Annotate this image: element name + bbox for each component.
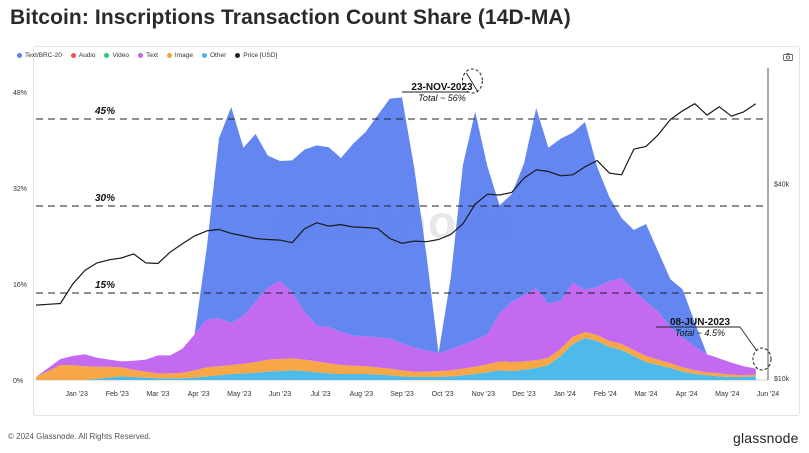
x-tick-label: Dec '23 <box>512 391 536 398</box>
legend-swatch <box>70 53 76 58</box>
annotation-circle <box>461 68 483 94</box>
legend-item-image[interactable]: Image <box>166 52 193 59</box>
x-tick-label: Apr '24 <box>676 391 698 398</box>
annotation-leader <box>739 326 758 352</box>
annotation-leader <box>465 72 479 93</box>
y-right-tick-label: $10k <box>774 376 790 383</box>
x-tick-label: Feb '24 <box>594 391 617 398</box>
legend-item-other[interactable]: Other <box>202 52 226 59</box>
legend-item-video[interactable]: Video <box>104 52 129 59</box>
legend-item-audio[interactable]: Audio <box>70 52 96 59</box>
y-left-tick-label: 16% <box>13 282 27 289</box>
legend-label: Text/BRC-20 <box>25 52 62 59</box>
area-series-text <box>36 278 756 377</box>
reference-line-label: 15% <box>95 280 115 291</box>
legend-item-text[interactable]: Text <box>138 52 158 59</box>
x-tick-label: May '23 <box>227 391 251 398</box>
x-tick-label: May '24 <box>715 391 739 398</box>
legend-swatch <box>138 53 143 58</box>
area-series-other <box>36 338 756 380</box>
legend-item-price[interactable]: Price [USD] <box>235 52 277 59</box>
camera-icon[interactable] <box>783 53 793 61</box>
x-tick-label: Feb '23 <box>106 391 129 398</box>
area-series-text-brc-20 <box>36 97 756 378</box>
x-tick-label: Oct '23 <box>432 391 454 398</box>
chart-title: Bitcoin: Inscriptions Transaction Count … <box>10 6 571 29</box>
legend-swatch <box>166 53 172 58</box>
legend-swatch <box>104 53 110 58</box>
legend-label: Text <box>146 52 158 59</box>
x-tick-label: Mar '24 <box>634 391 657 398</box>
legend-label: Video <box>112 52 129 59</box>
y-right-tick-label: $40k <box>774 181 790 188</box>
legend-swatch <box>17 53 22 58</box>
legend-item-text-brc20[interactable]: Text/BRC-20 <box>17 52 62 59</box>
annotation-date: 23-NOV-2023 <box>411 82 473 93</box>
x-tick-label: Jun '23 <box>269 391 291 398</box>
chart-legend: Text/BRC-20 Audio Video Text Image Other… <box>17 52 277 59</box>
legend-swatch <box>235 53 241 58</box>
x-tick-label: Jun '24 <box>757 391 779 398</box>
annotation-value: Total ~ 56% <box>418 93 465 103</box>
chart-frame <box>33 46 800 416</box>
legend-label: Audio <box>78 52 96 59</box>
reference-line-label: 30% <box>95 193 115 204</box>
x-tick-label: Apr '23 <box>188 391 210 398</box>
x-tick-label: Sep '23 <box>390 391 414 398</box>
area-series-image <box>36 332 756 380</box>
annotation-circle <box>752 347 772 371</box>
legend-label: Image <box>174 52 193 59</box>
legend-label: Other <box>210 52 227 59</box>
x-tick-label: Nov '23 <box>472 391 496 398</box>
y-left-tick-label: 48% <box>13 90 27 97</box>
x-tick-label: Aug '23 <box>350 391 374 398</box>
x-tick-label: Jul '23 <box>311 391 331 398</box>
x-tick-label: Jan '24 <box>553 391 575 398</box>
y-left-tick-label: 32% <box>13 186 27 193</box>
y-left-tick-label: 0% <box>13 378 23 385</box>
annotation-date: 08-JUN-2023 <box>670 317 730 328</box>
reference-line-label: 45% <box>94 106 115 117</box>
x-tick-label: Jan '23 <box>65 391 87 398</box>
copyright-text: © 2024 Glassnode. All Rights Reserved. <box>8 432 151 441</box>
price-line <box>35 103 757 306</box>
legend-swatch <box>202 53 207 58</box>
legend-label: Price [USD] <box>243 52 278 59</box>
brand-logo-text: glassnode <box>733 430 799 446</box>
annotation-value: Total ~ 4.5% <box>675 328 725 338</box>
x-tick-label: Mar '23 <box>146 391 169 398</box>
